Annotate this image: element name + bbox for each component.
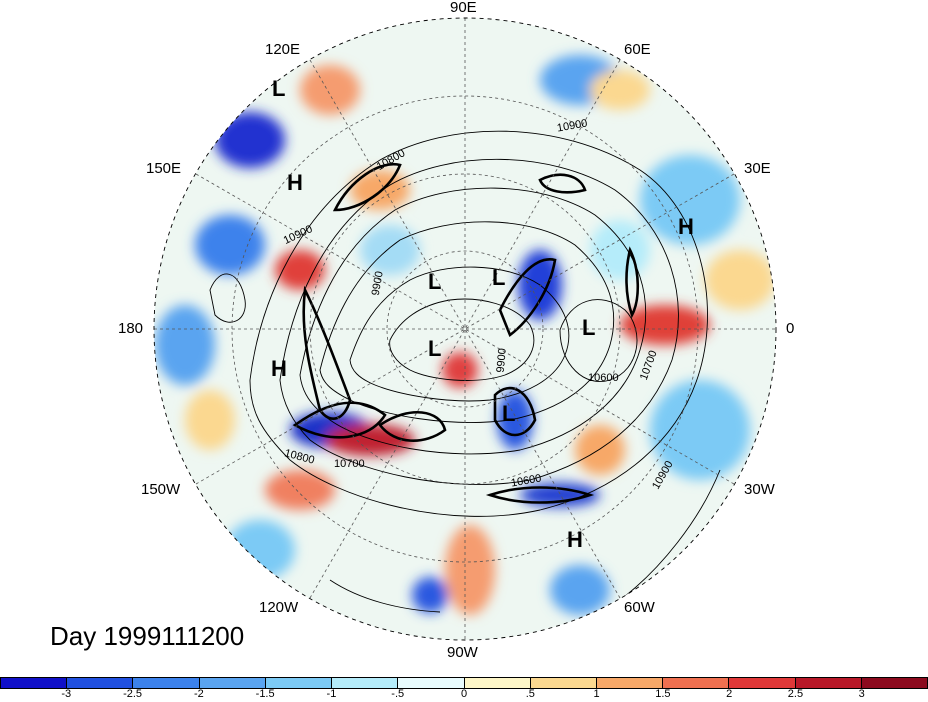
pressure-center-label: L: [582, 315, 596, 340]
pressure-center-label: L: [492, 265, 506, 290]
colorbar-tick-label: 1.5: [655, 688, 671, 700]
pressure-center-label: L: [428, 336, 442, 361]
lon-label-30w: 30W: [744, 481, 775, 498]
map-boundary: [153, 17, 777, 641]
lon-label-60w: 60W: [624, 599, 655, 616]
lon-label-60e: 60E: [624, 41, 651, 58]
colorbar-tick-label: -1.5: [255, 688, 275, 700]
pressure-center-label: L: [272, 76, 286, 101]
colorbar-swatch: [133, 678, 200, 688]
colorbar-swatch: [663, 678, 730, 688]
contour-label: 9900: [494, 347, 509, 374]
lon-label-0: 0: [786, 320, 795, 337]
pressure-center-label: L: [502, 401, 516, 426]
colorbar-tick-label: .5: [525, 688, 535, 700]
lon-label-30e: 30E: [744, 160, 771, 177]
colorbar-swatch: [795, 678, 862, 688]
colorbar-tick-label: 1: [593, 688, 600, 700]
lon-label-150e: 150E: [146, 160, 182, 177]
lon-label-180: 180: [118, 320, 144, 337]
colorbar-tick-label: 2.5: [787, 688, 804, 700]
date-title: Day 1999111200: [50, 621, 245, 651]
colorbar-tick-label: -2.5: [123, 688, 143, 700]
colorbar-swatch: [332, 678, 399, 688]
pressure-center-label: H: [678, 214, 694, 239]
colorbar-tick-label: 3: [858, 688, 865, 700]
pressure-center-label: H: [287, 170, 303, 195]
colorbar-tick-label: -2: [193, 688, 204, 700]
graticule: [154, 18, 776, 640]
contour-label: 10700: [334, 458, 365, 470]
pressure-center-label: H: [271, 356, 287, 381]
lon-label-120e: 120E: [265, 41, 301, 58]
colorbar-swatch: [67, 678, 134, 688]
colorbar-tick-label: -.5: [391, 688, 405, 700]
lon-label-90e: 90E: [450, 0, 477, 16]
pressure-center-label: L: [428, 269, 442, 294]
lon-label-150w: 150W: [141, 481, 181, 498]
pressure-center-label: H: [567, 527, 583, 552]
colorbar-swatch: [199, 678, 266, 688]
colorbar-swatch: [464, 678, 531, 688]
colorbar-swatch: [729, 678, 796, 688]
colorbar-swatch: [596, 678, 664, 688]
contour-label: 10600: [588, 372, 619, 384]
colorbar-swatch: [530, 678, 597, 688]
colorbar-swatch: [861, 678, 928, 688]
colorbar: [0, 677, 928, 689]
colorbar-swatch: [398, 678, 465, 688]
colorbar-tick-label: 2: [726, 688, 733, 700]
jet-streaks: [292, 162, 640, 504]
colorbar-swatch: [1, 678, 68, 688]
colorbar-swatch: [265, 678, 333, 688]
colorbar-tick-label: -3: [61, 688, 72, 700]
lon-label-90w: 90W: [447, 644, 478, 661]
colorbar-tick-label: 0: [460, 688, 468, 700]
colorbar-tick-label: -1: [326, 688, 337, 700]
lon-label-120w: 120W: [259, 599, 299, 616]
